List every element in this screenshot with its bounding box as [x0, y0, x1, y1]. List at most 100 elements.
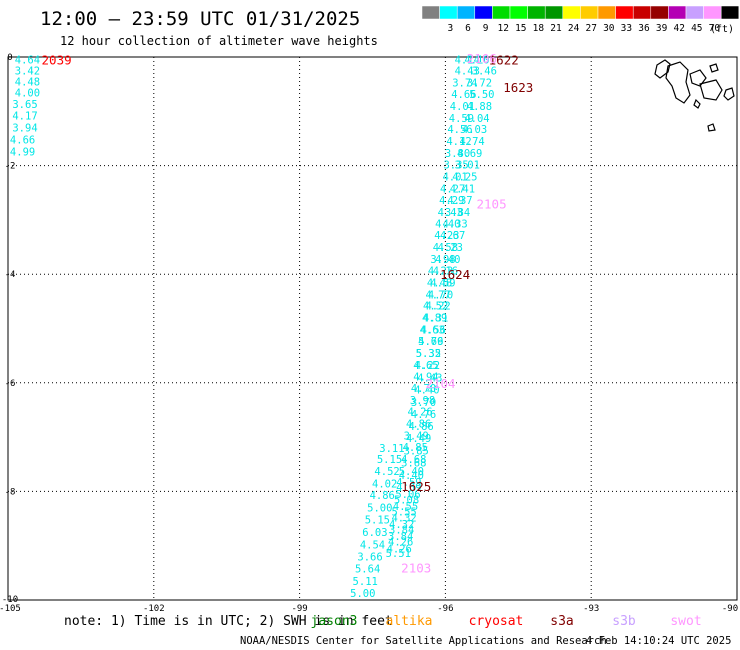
- latitude-tick-label: -6: [5, 379, 16, 389]
- wave-height-value: 4.22: [415, 360, 440, 372]
- latitude-tick-label: -8: [5, 487, 16, 497]
- wave-height-value: 4.56: [421, 325, 446, 337]
- legend-swatch: [685, 5, 704, 20]
- legend-swatch: [456, 5, 476, 20]
- wave-height-value: 5.50: [469, 89, 494, 101]
- legend-swatch: [632, 5, 652, 20]
- footer-timestamp: 4 Feb 14:10:24 UTC 2025: [586, 635, 731, 647]
- footer-credit: NOAA/NESDIS Center for Satellite Applica…: [240, 635, 607, 647]
- page-title: 12:00 – 23:59 UTC 01/31/2025: [40, 8, 360, 30]
- wave-height-value: 4.10: [464, 55, 489, 67]
- legend-bin-label: 30: [603, 23, 615, 34]
- wave-height-value: 4.33: [442, 219, 467, 231]
- legend-bin-label: 39: [656, 23, 668, 34]
- wave-height-value: 4.14: [455, 55, 480, 67]
- longitude-tick-label: -90: [722, 604, 738, 614]
- wave-height-value: 4.37: [447, 195, 472, 207]
- legend-bin-label: 15: [515, 23, 526, 34]
- wave-height-value: 4.85: [403, 442, 428, 454]
- map-gridlines: [8, 57, 737, 600]
- legend-bin-label: 70: [709, 23, 721, 34]
- wave-height-value: 4.59: [396, 477, 421, 489]
- wave-height-value: 5.00: [367, 503, 392, 515]
- wave-height-value: 3.42: [15, 66, 40, 78]
- legend-bin-label: 42: [673, 23, 684, 34]
- legend-bin-label: 45: [691, 23, 702, 34]
- wave-height-value: 4.88: [467, 101, 492, 113]
- wave-height-value: 3.84: [388, 531, 413, 543]
- map-tick-labels: -105 -102 -99 -96 -93 -90 0 -2 -4 -6 -8 -10: [0, 53, 738, 614]
- wave-height-value: 4.26: [388, 536, 413, 548]
- track-west: 4.643.424.484.003.654.173.944.664.99: [10, 55, 40, 159]
- wave-height-value: 3.49: [404, 430, 429, 442]
- wave-height-value: 4.40: [399, 470, 424, 482]
- wave-height-value: 4.94: [413, 371, 438, 383]
- legend-swatch: [720, 5, 740, 20]
- wave-height-value: 3.85: [404, 446, 429, 458]
- legend-bin-label: 12: [497, 23, 508, 34]
- wave-height-value: 3.80: [445, 148, 470, 160]
- wave-height-value: 5.35: [416, 348, 441, 360]
- wave-height-value: 4.04: [464, 113, 489, 125]
- wave-height-value: 4.68: [401, 454, 426, 466]
- wave-height-color-legend: 3 6 9 12 15 18 21 24 27 30 33 36 39 42 45 70: [421, 5, 740, 34]
- wave-height-value: 4.52: [423, 301, 448, 313]
- wave-height-value: 5.08: [394, 495, 419, 507]
- legend-swatch: [474, 5, 493, 20]
- legend-bin-label: 3: [448, 23, 454, 34]
- wave-height-value: 4.67: [440, 230, 465, 242]
- latitude-tick-label: 0: [7, 53, 12, 63]
- wave-height-value: 4.22: [425, 301, 450, 313]
- wave-height-value: 4.65: [413, 360, 438, 372]
- wave-height-value: 4.59: [430, 277, 455, 289]
- wave-height-value: 4.70: [428, 289, 453, 301]
- wave-height-value: 5.64: [355, 564, 380, 576]
- satellite-label-swot: swot: [670, 614, 701, 629]
- legend-unit: (ft): [710, 24, 734, 35]
- wave-height-value: 4.89: [422, 313, 447, 325]
- legend-swatch: [439, 5, 458, 20]
- wave-height-value: 4.43: [438, 207, 463, 219]
- wave-height-value: 4.48: [15, 76, 40, 88]
- legend-bin-label: 33: [621, 23, 632, 34]
- wave-height-value: 4.31: [423, 313, 448, 325]
- wave-height-value: 3.84: [389, 524, 414, 536]
- wave-height-value: 4.66: [10, 135, 35, 147]
- map-frame: [7, 56, 738, 601]
- satellite-label-s3b: s3b: [612, 614, 636, 629]
- page-subtitle: 12 hour collection of altimeter wave hei…: [60, 34, 378, 48]
- legend-swatch: [615, 5, 634, 20]
- pass-time-label: 2105: [477, 197, 507, 212]
- legend-bin-label: 36: [638, 23, 650, 34]
- wave-height-value: 4.41: [450, 183, 475, 195]
- pass-time-label: 1624: [440, 267, 470, 282]
- legend-swatch: [421, 5, 440, 20]
- wave-height-value: 4.63: [420, 325, 445, 337]
- wave-height-value: 3.11: [379, 443, 404, 455]
- wave-height-value: 3.65: [12, 99, 37, 111]
- legend-swatch: [650, 5, 669, 20]
- wave-height-value: 4.64: [15, 55, 40, 67]
- pass-time-label: 2039: [42, 53, 72, 68]
- track-main-outer: 3.115.154.524.024.865.005.156.034.543.66…: [350, 443, 404, 600]
- wave-height-value: 4.99: [10, 146, 35, 158]
- pass-time-label: 1622: [489, 53, 519, 68]
- pass-time-label: 2106: [467, 51, 497, 66]
- wave-height-value: 3.66: [357, 552, 382, 564]
- wave-height-value: 5.51: [386, 548, 411, 560]
- wave-height-value: 4.26: [407, 407, 432, 419]
- wave-height-value: 4.86: [408, 421, 433, 433]
- wave-height-value: 4.48: [427, 277, 452, 289]
- satellite-label-cryosat: cryosat: [469, 614, 524, 629]
- wave-height-value: 3.70: [411, 397, 436, 409]
- wave-height-value: 4.49: [406, 433, 431, 445]
- wave-height-value: 3.46: [472, 66, 497, 78]
- wave-height-value: 3.01: [455, 160, 480, 172]
- wave-height-value: 4.27: [440, 183, 465, 195]
- legend-bin-label: 21: [550, 23, 562, 34]
- legend-bin-label: 27: [585, 23, 596, 34]
- wave-height-value: 4.70: [411, 383, 436, 395]
